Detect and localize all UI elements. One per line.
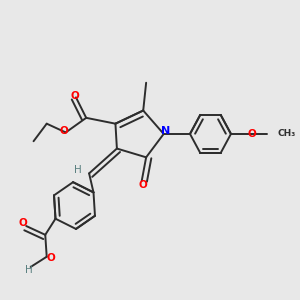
Text: H: H <box>25 265 33 275</box>
Text: O: O <box>70 91 79 101</box>
Text: O: O <box>19 218 28 228</box>
Text: O: O <box>247 129 256 139</box>
Text: H: H <box>74 166 81 176</box>
Text: N: N <box>160 126 170 136</box>
Text: O: O <box>139 180 148 190</box>
Text: O: O <box>47 253 56 263</box>
Text: CH₃: CH₃ <box>278 129 296 138</box>
Text: O: O <box>60 126 69 136</box>
